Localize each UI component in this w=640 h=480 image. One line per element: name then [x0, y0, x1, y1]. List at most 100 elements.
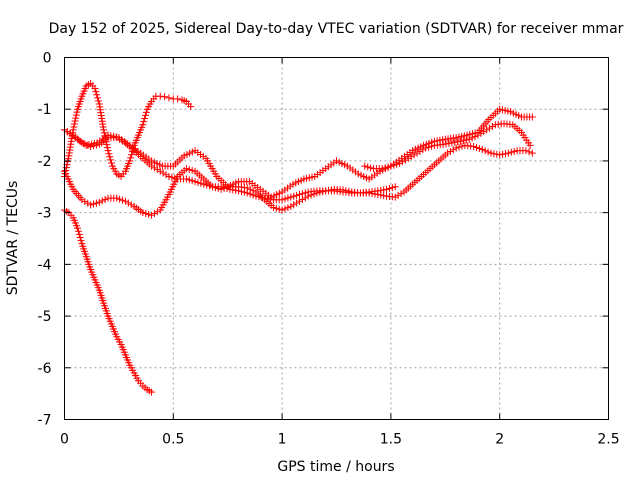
- data-point: [194, 178, 202, 186]
- data-point: [153, 166, 161, 174]
- data-point: [124, 199, 132, 207]
- data-point: [428, 142, 436, 150]
- data-point: [64, 158, 72, 166]
- data-point: [368, 190, 376, 198]
- data-point: [471, 132, 479, 140]
- data-point: [71, 117, 79, 125]
- x-tick-label: 2.5: [597, 432, 619, 448]
- data-point: [388, 184, 396, 192]
- data-point: [188, 177, 196, 185]
- data-point: [472, 143, 480, 151]
- data-point: [174, 95, 182, 103]
- data-point: [206, 182, 214, 190]
- data-point: [281, 195, 289, 203]
- data-point: [510, 147, 518, 155]
- data-point: [148, 211, 156, 219]
- data-point: [187, 103, 195, 111]
- x-tick-label: 1: [278, 432, 287, 448]
- data-point: [281, 205, 289, 213]
- data-point: [457, 137, 465, 145]
- data-point: [339, 186, 347, 194]
- data-point: [104, 147, 112, 155]
- y-tick-label: -2: [38, 154, 52, 170]
- data-point: [156, 92, 164, 100]
- data-point: [90, 200, 98, 208]
- data-point: [384, 163, 392, 171]
- data-point: [284, 194, 292, 202]
- data-point: [465, 135, 473, 143]
- data-point: [73, 108, 81, 116]
- data-point: [107, 156, 115, 164]
- data-point: [451, 138, 459, 146]
- data-point: [278, 196, 286, 204]
- data-point: [70, 120, 78, 128]
- data-point: [161, 93, 169, 101]
- data-point: [407, 153, 415, 161]
- data-point: [293, 191, 301, 199]
- data-point: [113, 194, 121, 202]
- data-point: [481, 147, 489, 155]
- data-point: [217, 185, 225, 193]
- data-point: [103, 144, 111, 152]
- y-tick-label: -6: [38, 361, 52, 377]
- series-track-2: [61, 79, 195, 180]
- data-point: [93, 91, 101, 99]
- data-point: [525, 148, 533, 156]
- data-point: [455, 143, 463, 151]
- data-point: [81, 140, 89, 148]
- data-point: [401, 156, 409, 164]
- data-point: [490, 150, 498, 158]
- data-point: [100, 129, 108, 137]
- data-point: [142, 210, 150, 218]
- data-point: [446, 147, 454, 155]
- data-point: [474, 131, 482, 139]
- data-point: [246, 185, 254, 193]
- data-point: [298, 190, 306, 198]
- data-point: [293, 199, 301, 207]
- data-point: [108, 159, 116, 167]
- data-point: [182, 175, 190, 183]
- data-point: [94, 97, 102, 105]
- data-point: [165, 94, 173, 102]
- data-point: [100, 126, 108, 134]
- data-point: [393, 160, 401, 168]
- series-track-6: [361, 120, 534, 173]
- y-tick-label: 0: [43, 51, 52, 67]
- data-point: [313, 189, 321, 197]
- plot-frame: [64, 57, 609, 420]
- data-point: [272, 204, 280, 212]
- data-point: [459, 137, 467, 145]
- data-point: [342, 187, 350, 195]
- y-tick-label: -3: [38, 206, 52, 222]
- data-point: [220, 185, 228, 193]
- data-point: [316, 188, 324, 196]
- data-point: [153, 208, 161, 216]
- data-point: [296, 197, 304, 205]
- data-point: [387, 162, 395, 170]
- data-point: [396, 160, 404, 168]
- data-point: [126, 157, 134, 165]
- data-point: [381, 164, 389, 172]
- data-point: [74, 227, 82, 235]
- data-point: [385, 185, 393, 193]
- data-point: [105, 150, 113, 158]
- data-point: [454, 138, 462, 146]
- data-point: [365, 189, 373, 197]
- data-point: [470, 142, 478, 150]
- data-point: [243, 184, 251, 192]
- data-point: [87, 201, 95, 209]
- data-point: [391, 193, 399, 201]
- data-point: [121, 197, 129, 205]
- data-point: [442, 140, 450, 148]
- x-tick-label: 2: [495, 432, 504, 448]
- data-point: [72, 111, 80, 119]
- data-point: [374, 191, 382, 199]
- data-point: [486, 124, 494, 132]
- data-point: [416, 147, 424, 155]
- data-point: [162, 171, 170, 179]
- data-point: [507, 148, 515, 156]
- data-point: [526, 141, 534, 149]
- data-point: [499, 150, 507, 158]
- data-point: [140, 118, 148, 126]
